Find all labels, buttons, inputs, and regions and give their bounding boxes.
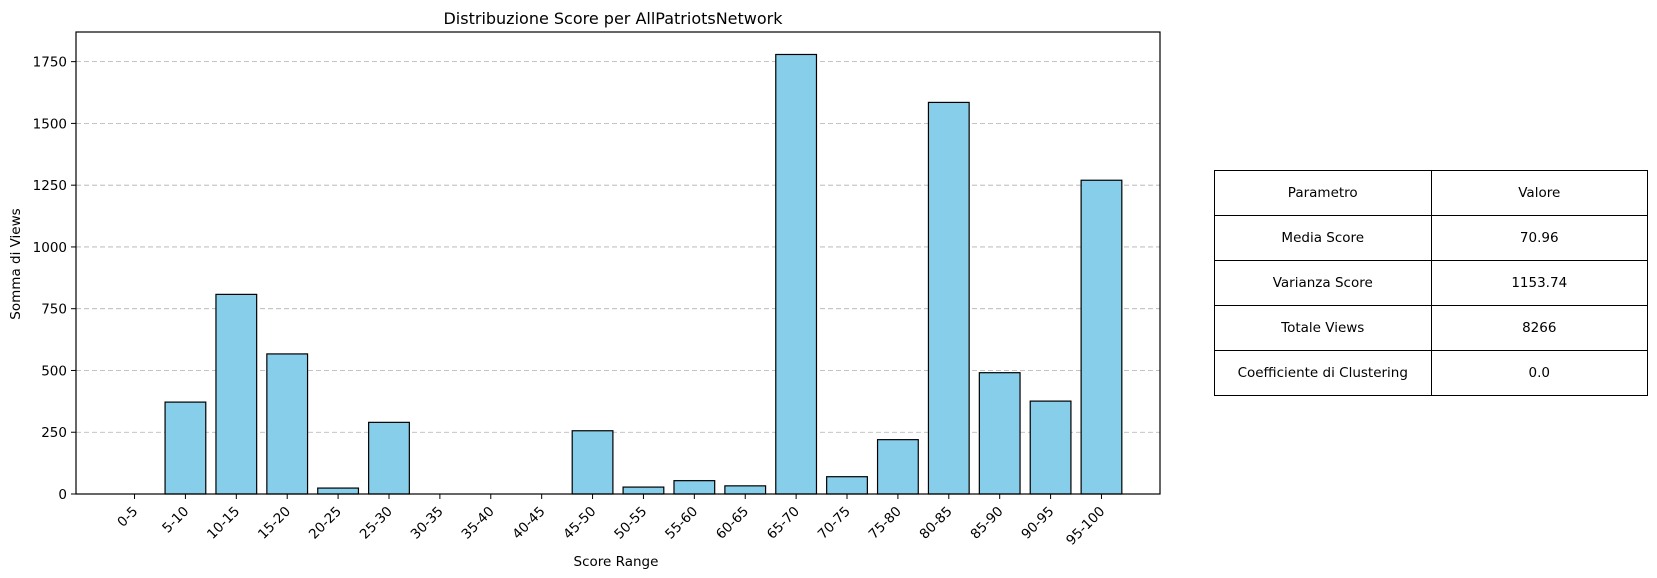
x-tick-label: 50-55	[611, 504, 650, 543]
x-axis-label: Score Range	[574, 554, 659, 570]
x-tick-label: 60-65	[713, 504, 752, 543]
x-tick-label: 35-40	[459, 504, 498, 543]
bar	[266, 353, 309, 495]
x-tick-label: 90-95	[1018, 504, 1057, 543]
y-tick-label: 750	[41, 302, 67, 318]
y-tick-label: 1500	[33, 116, 67, 132]
table-header-cell: Parametro	[1214, 170, 1432, 216]
x-tick-label: 0-5	[114, 504, 141, 531]
x-tick-label: 75-80	[866, 504, 905, 543]
bar	[724, 485, 767, 495]
bar	[826, 476, 868, 495]
bar	[215, 293, 258, 495]
y-axis-ticks: 0 250 500 750 1000 1250 1500 1750	[33, 55, 76, 503]
y-axis-label: Somma di Views	[8, 208, 24, 319]
x-tick-label: 15-20	[255, 504, 294, 543]
y-tick-label: 1000	[33, 240, 67, 256]
chart-title: Distribuzione Score per AllPatriotsNetwo…	[443, 9, 783, 28]
x-axis-ticks: 0-5 5-10 10-15 15-20 20-25 25-30 30-35 35-40 40-…	[114, 494, 1108, 549]
bar	[927, 101, 970, 495]
table-cell: Coefficiente di Clustering	[1214, 350, 1432, 396]
table-header-row: Parametro Valore	[1214, 170, 1648, 216]
x-tick-label: 85-90	[967, 504, 1006, 543]
table-cell: 1153.74	[1430, 260, 1648, 306]
bar	[673, 480, 716, 495]
table-row: Media Score 70.96	[1214, 215, 1648, 261]
bar	[317, 487, 360, 495]
y-tick-label: 0	[58, 487, 67, 503]
x-tick-label: 25-30	[357, 504, 396, 543]
table-row: Coefficiente di Clustering 0.0	[1214, 350, 1648, 396]
y-tick-label: 500	[41, 363, 67, 379]
x-tick-label: 5-10	[159, 504, 192, 537]
stats-table: Parametro Valore Media Score 70.96 Varia…	[1214, 170, 1648, 396]
bar	[775, 53, 818, 495]
table-cell: 0.0	[1430, 350, 1648, 396]
x-tick-label: 30-35	[408, 504, 447, 543]
table-cell: Media Score	[1214, 215, 1432, 261]
bar	[571, 430, 614, 495]
y-tick-label: 1750	[33, 55, 67, 71]
x-tick-label: 45-50	[560, 504, 599, 543]
y-tick-label: 1250	[33, 178, 67, 194]
y-tick-label: 250	[41, 425, 67, 441]
table-row: Varianza Score 1153.74	[1214, 260, 1648, 306]
bar	[368, 421, 410, 495]
bar	[1080, 179, 1123, 495]
table-row: Totale Views 8266	[1214, 305, 1648, 351]
bar	[1029, 400, 1072, 495]
x-tick-label: 65-70	[764, 504, 803, 543]
table-header-cell: Valore	[1430, 170, 1648, 216]
x-tick-label: 20-25	[306, 504, 345, 543]
bar	[978, 372, 1021, 495]
x-tick-label: 10-15	[204, 504, 243, 543]
table-cell: 8266	[1430, 305, 1648, 351]
table-cell: Totale Views	[1214, 305, 1432, 351]
table-cell: Varianza Score	[1214, 260, 1432, 306]
bar	[164, 401, 207, 495]
x-tick-label: 80-85	[917, 504, 956, 543]
x-tick-label: 40-45	[509, 504, 548, 543]
plot-frame	[75, 31, 1161, 495]
bar	[876, 439, 919, 495]
x-tick-label: 55-60	[662, 504, 701, 543]
x-tick-label: 95-100	[1063, 504, 1108, 549]
bar	[622, 486, 665, 495]
x-tick-label: 70-75	[815, 504, 854, 543]
table-cell: 70.96	[1430, 215, 1648, 261]
bars	[164, 53, 1123, 495]
bar-chart: Distribuzione Score per AllPatriotsNetwo…	[8, 9, 1161, 570]
